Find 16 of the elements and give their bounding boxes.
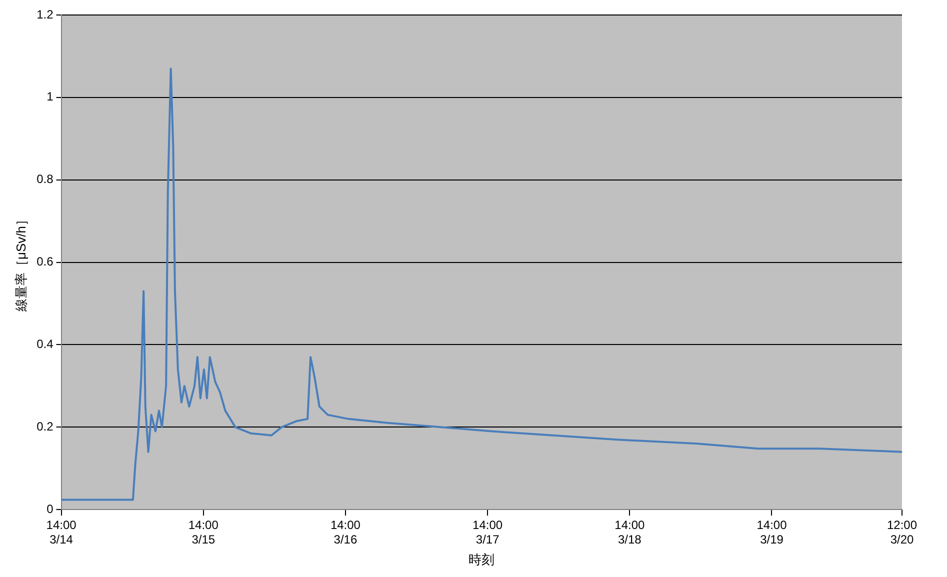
x-tick-label: 14:00 3/17	[472, 518, 503, 547]
x-tick-label: 12:00 3/20	[886, 518, 918, 547]
y-tick-label: 1	[46, 90, 54, 104]
x-tick-label: 14:00 3/16	[330, 518, 361, 547]
y-tick-label: 0.8	[36, 172, 54, 186]
x-tick-label: 14:00 3/18	[614, 518, 645, 547]
x-tick-label: 14:00 3/19	[756, 518, 788, 547]
x-tick-label: 14:00 3/15	[188, 518, 219, 547]
y-tick-label: 0.6	[36, 254, 54, 269]
y-tick-label: 1.2	[36, 7, 54, 22]
x-axis-title: 時刻	[468, 552, 495, 567]
y-tick-label: 0.2	[36, 419, 54, 434]
y-tick-label: 0	[46, 502, 54, 516]
y-axis-title: 線量率［μSv/h］	[13, 213, 28, 313]
x-tick-label: 14:00 3/14	[46, 518, 77, 547]
y-tick-label: 0.4	[36, 337, 54, 352]
